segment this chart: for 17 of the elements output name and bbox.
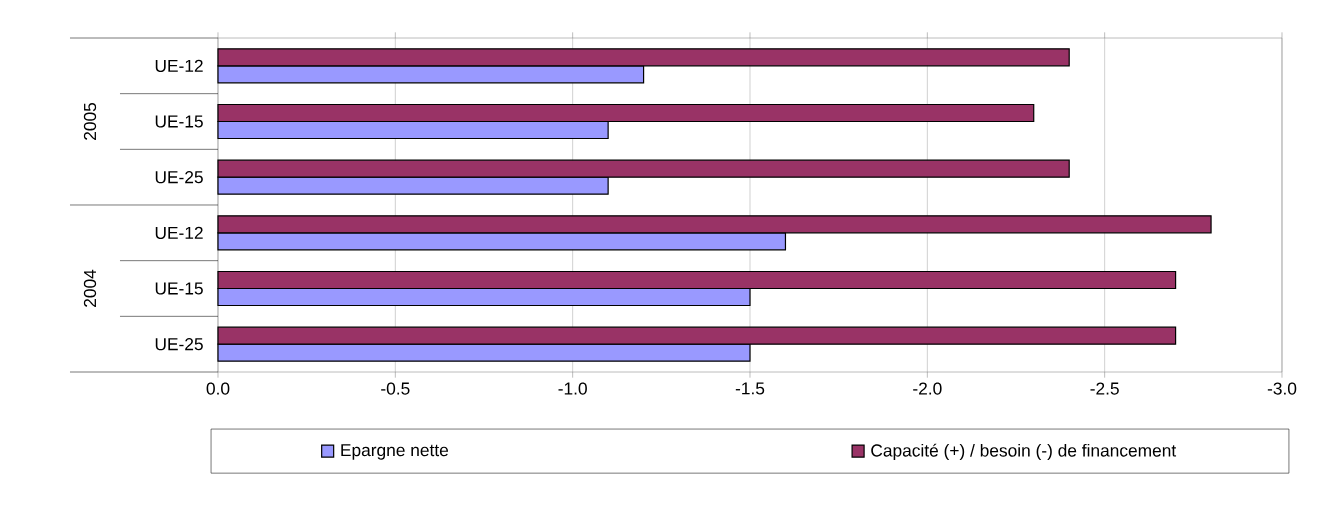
y-tick-label: UE-15	[155, 282, 203, 295]
y-tick-label: UE-25	[155, 338, 203, 351]
y-tick-label: UE-25	[155, 171, 203, 184]
text: 2005	[83, 102, 97, 140]
legend-label: Epargne nette	[341, 444, 449, 460]
y-tick-label: UE-12	[155, 226, 203, 239]
x-tick-label: -3.0	[1267, 382, 1297, 395]
x-tick-label: -1.0	[558, 382, 587, 395]
x-tick-label: -1.5	[735, 382, 765, 395]
text: 2004	[83, 269, 97, 307]
y-tick-label: UE-12	[155, 59, 203, 72]
legend-label: Capacité (+) / besoin (-) de financement	[871, 443, 1177, 461]
y-tick-label: UE-15	[155, 115, 203, 128]
x-tick-label: -2.5	[1090, 382, 1119, 395]
x-tick-label: 0.0	[206, 382, 230, 395]
x-tick-label: -0.5	[381, 382, 410, 395]
x-tick-label: -2.0	[913, 382, 942, 395]
